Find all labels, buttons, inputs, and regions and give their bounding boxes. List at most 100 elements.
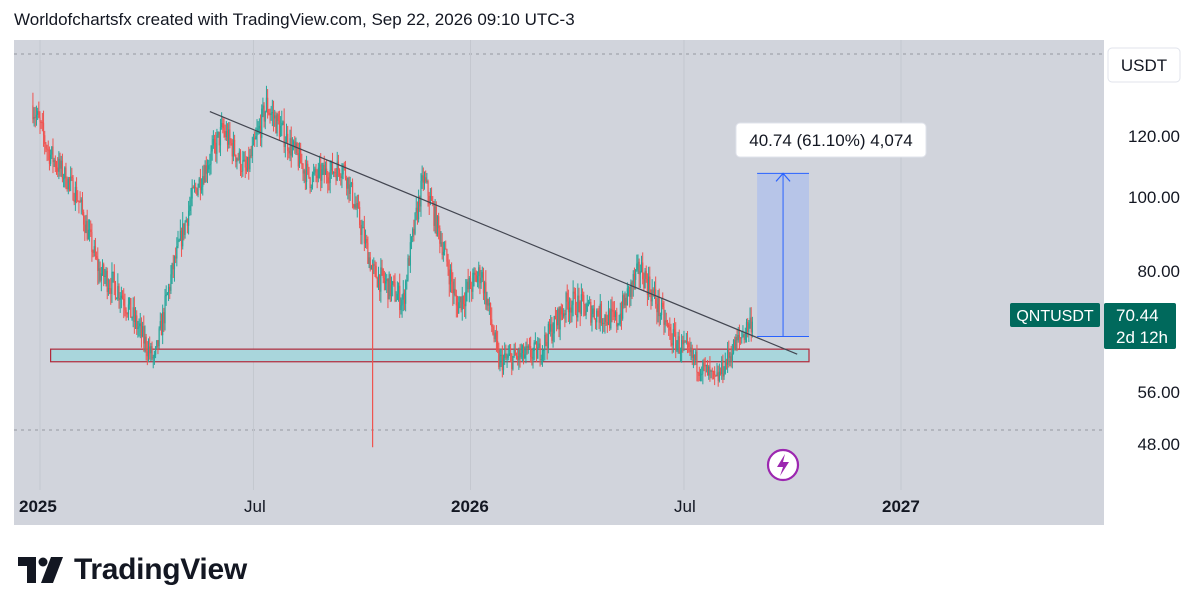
candle-body bbox=[373, 264, 375, 266]
candle-body bbox=[464, 304, 466, 307]
candle-body bbox=[164, 296, 166, 324]
candle-body bbox=[191, 187, 193, 199]
candle-body bbox=[91, 232, 93, 253]
candle-body bbox=[137, 327, 139, 329]
candle-body bbox=[140, 323, 143, 337]
candle-body bbox=[343, 165, 345, 167]
candle-body bbox=[738, 334, 741, 338]
currency-button[interactable]: USDT bbox=[1107, 47, 1181, 83]
candle-body bbox=[635, 269, 637, 280]
candle-body bbox=[387, 278, 389, 300]
candle-body bbox=[541, 350, 544, 360]
candle-body bbox=[215, 142, 217, 154]
price-projection[interactable] bbox=[757, 172, 810, 338]
candle-body bbox=[327, 177, 329, 183]
candle-body bbox=[111, 271, 113, 294]
candle-body bbox=[66, 187, 68, 190]
candle-body bbox=[725, 360, 728, 365]
candle-body bbox=[65, 167, 67, 188]
candle-body bbox=[321, 169, 323, 181]
candle-body bbox=[330, 161, 332, 171]
measure-label-box bbox=[735, 122, 927, 158]
candle-body bbox=[304, 170, 306, 182]
candle-body bbox=[487, 298, 489, 306]
candle-body bbox=[97, 258, 99, 271]
candle-body bbox=[471, 288, 473, 292]
candle-body bbox=[364, 239, 367, 244]
candle-body bbox=[646, 278, 649, 295]
candle-body bbox=[604, 315, 606, 324]
candle-body bbox=[196, 188, 198, 196]
candle-body bbox=[554, 316, 557, 320]
candle-body bbox=[436, 216, 439, 234]
price-chart[interactable]: 40.74 (61.10%) 4,074 120.00 100.00 80.00… bbox=[14, 40, 1186, 525]
candle-body bbox=[192, 187, 194, 189]
event-icon[interactable] bbox=[766, 448, 800, 482]
trendline[interactable] bbox=[209, 111, 798, 355]
candle-body bbox=[86, 220, 88, 240]
candle-body bbox=[467, 281, 469, 290]
candle-body bbox=[535, 342, 538, 359]
candle-body bbox=[269, 114, 271, 116]
candle-body bbox=[167, 286, 170, 294]
candle-body bbox=[154, 347, 157, 355]
candle-body bbox=[594, 318, 597, 323]
price-axis-background bbox=[1104, 40, 1186, 525]
candle-body bbox=[465, 291, 467, 307]
candle-body bbox=[491, 319, 493, 327]
candle-body bbox=[454, 288, 456, 296]
candle-body bbox=[261, 108, 263, 138]
candle-body bbox=[51, 146, 53, 155]
candle-body bbox=[195, 186, 197, 189]
candle-body bbox=[721, 360, 723, 375]
symbol-badge[interactable]: QNTUSDT bbox=[1010, 303, 1100, 327]
candle-body bbox=[710, 370, 712, 372]
candle-body bbox=[35, 114, 38, 118]
candle-body bbox=[228, 129, 230, 145]
candle-body bbox=[323, 164, 325, 175]
candle-body bbox=[374, 264, 376, 266]
candle-body bbox=[568, 307, 571, 313]
candle-body bbox=[534, 342, 536, 344]
candle-body bbox=[474, 272, 476, 275]
candle-body bbox=[183, 223, 185, 235]
candle-body bbox=[257, 128, 259, 132]
candle-body bbox=[241, 170, 243, 172]
candle-body bbox=[557, 309, 559, 326]
candle-body bbox=[580, 294, 582, 314]
candle-body bbox=[693, 354, 696, 361]
currency-label: USDT bbox=[1121, 56, 1167, 75]
candle-body bbox=[651, 289, 653, 302]
candle-body bbox=[619, 313, 621, 324]
candle-body bbox=[706, 364, 709, 376]
candle-body bbox=[679, 352, 682, 354]
candle-body bbox=[574, 293, 577, 315]
candle-body bbox=[705, 364, 707, 366]
candle-body bbox=[533, 342, 535, 352]
candle-body bbox=[493, 334, 495, 340]
candle-body bbox=[166, 293, 168, 295]
candle-body bbox=[747, 322, 749, 332]
candle-body bbox=[476, 276, 479, 282]
candle-body bbox=[264, 111, 266, 122]
candle-body bbox=[573, 291, 575, 294]
candle-body bbox=[484, 282, 486, 294]
candle-body bbox=[703, 361, 705, 366]
candle-body bbox=[249, 155, 251, 170]
candle-body bbox=[500, 354, 502, 357]
candle-body bbox=[48, 149, 51, 164]
candle-body bbox=[254, 137, 256, 140]
candle-body bbox=[456, 305, 459, 314]
candle-body bbox=[271, 112, 273, 114]
candle-body bbox=[459, 296, 461, 303]
candle-body bbox=[613, 311, 615, 317]
chart-area[interactable]: 40.74 (61.10%) 4,074 120.00 100.00 80.00… bbox=[14, 40, 1186, 525]
candle-body bbox=[537, 347, 539, 359]
candle-body bbox=[303, 170, 305, 174]
candle-body bbox=[199, 178, 202, 191]
candle-body bbox=[737, 334, 739, 341]
candle-body bbox=[495, 332, 498, 341]
candle-body bbox=[686, 341, 689, 343]
candle-body bbox=[295, 143, 297, 149]
candle-body bbox=[203, 176, 205, 183]
